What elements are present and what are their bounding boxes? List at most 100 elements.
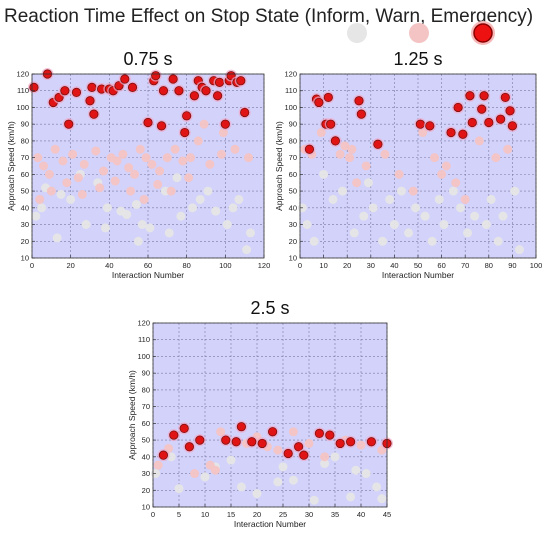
charts: 0.75 s0 20 40 60 80 100 1201020304050607080901… xyxy=(6,49,542,529)
x-tick-label: 0 xyxy=(151,510,155,519)
point-emergency xyxy=(453,102,463,113)
point-warn xyxy=(112,156,122,166)
point-warn xyxy=(199,119,209,129)
x-tick-label: 120 xyxy=(258,261,271,270)
y-tick-label: 10 xyxy=(21,254,29,263)
point-inform xyxy=(302,220,312,230)
y-tick-label: 80 xyxy=(289,136,297,145)
point-inform xyxy=(102,203,112,213)
y-tick-label: 60 xyxy=(289,170,297,179)
point-warn xyxy=(218,128,228,138)
y-tick-label: 20 xyxy=(289,237,297,246)
point-inform xyxy=(203,186,213,196)
point-emergency xyxy=(345,437,356,447)
point-inform xyxy=(351,465,361,475)
point-emergency xyxy=(458,129,468,139)
point-emergency xyxy=(507,121,518,131)
point-inform xyxy=(498,211,508,221)
point-inform xyxy=(455,203,465,213)
point-inform xyxy=(31,211,41,221)
point-inform xyxy=(200,472,210,482)
point-inform xyxy=(389,220,399,230)
point-warn xyxy=(304,438,314,448)
point-emergency xyxy=(214,77,225,87)
point-emergency xyxy=(477,104,487,114)
y-tick-label: 30 xyxy=(289,220,297,229)
point-emergency xyxy=(169,430,179,440)
y-tick-label: 20 xyxy=(21,237,29,246)
point-inform xyxy=(145,223,155,233)
point-emergency xyxy=(127,82,138,92)
y-tick-label: 110 xyxy=(285,86,297,95)
point-inform xyxy=(368,203,378,213)
point-emergency xyxy=(446,127,456,138)
point-warn xyxy=(170,144,180,154)
point-emergency xyxy=(182,111,192,121)
point-warn xyxy=(186,153,196,163)
point-warn xyxy=(135,144,145,154)
point-emergency xyxy=(479,91,489,101)
point-warn xyxy=(162,153,172,163)
y-tick-label: 40 xyxy=(21,203,29,212)
point-emergency xyxy=(201,86,211,96)
point-emergency xyxy=(184,442,194,452)
point-warn xyxy=(184,173,194,183)
chart-title: 2.5 s xyxy=(250,298,289,318)
y-tick-label: 100 xyxy=(137,352,150,361)
point-emergency xyxy=(505,106,515,116)
point-emergency xyxy=(247,437,257,447)
point-warn xyxy=(46,186,56,196)
point-warn xyxy=(503,144,513,154)
x-tick-label: 40 xyxy=(105,261,113,270)
point-inform xyxy=(514,245,524,255)
point-inform xyxy=(81,220,91,230)
point-emergency xyxy=(354,96,364,106)
point-emergency xyxy=(283,448,293,459)
point-inform xyxy=(404,228,414,238)
point-warn xyxy=(347,144,357,154)
point-inform xyxy=(122,210,132,220)
point-inform xyxy=(288,475,298,485)
plot-area xyxy=(153,323,387,507)
point-emergency xyxy=(314,97,324,108)
x-tick-label: 80 xyxy=(485,261,493,270)
point-inform xyxy=(37,203,47,213)
point-emergency xyxy=(465,91,475,101)
point-inform xyxy=(172,173,182,183)
point-emergency xyxy=(257,438,267,449)
legend-marker-inform xyxy=(347,23,367,43)
point-warn xyxy=(356,440,366,450)
point-emergency xyxy=(236,422,246,432)
point-emergency xyxy=(425,121,435,131)
point-inform xyxy=(228,203,238,213)
point-warn xyxy=(110,176,120,186)
point-emergency xyxy=(500,92,510,103)
point-inform xyxy=(52,233,62,243)
point-warn xyxy=(230,144,240,154)
point-inform xyxy=(372,482,382,492)
y-tick-label: 120 xyxy=(137,319,150,328)
point-inform xyxy=(434,194,444,204)
point-warn xyxy=(153,179,163,189)
point-warn xyxy=(44,169,54,179)
point-warn xyxy=(139,194,149,204)
point-inform xyxy=(470,211,480,221)
point-inform xyxy=(481,220,491,230)
point-inform xyxy=(349,228,359,238)
point-inform xyxy=(427,236,437,246)
point-warn xyxy=(335,149,345,159)
point-emergency xyxy=(495,114,506,124)
point-warn xyxy=(244,153,254,163)
x-tick-label: 50 xyxy=(414,261,422,270)
point-inform xyxy=(176,211,186,221)
point-emergency xyxy=(240,107,250,118)
legend xyxy=(347,21,495,45)
point-inform xyxy=(66,194,76,204)
y-tick-label: 50 xyxy=(289,187,297,196)
point-inform xyxy=(486,194,496,204)
x-axis-label: Interaction Number xyxy=(234,519,306,529)
point-warn xyxy=(153,460,163,470)
point-warn xyxy=(474,136,484,146)
point-emergency xyxy=(87,82,97,92)
y-tick-label: 30 xyxy=(21,220,29,229)
